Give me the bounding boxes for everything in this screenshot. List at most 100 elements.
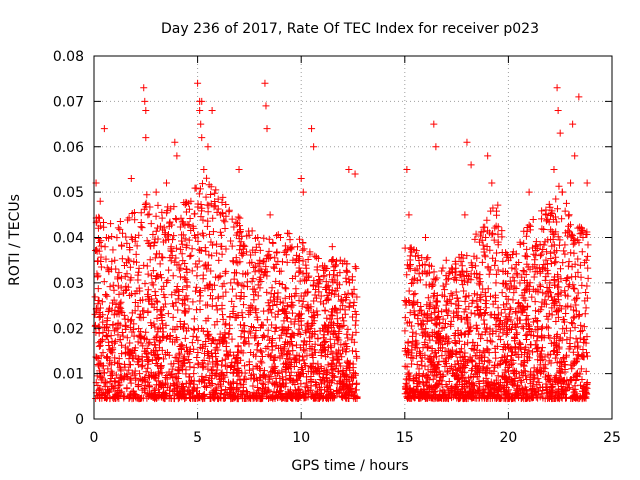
data-point <box>548 210 556 218</box>
data-point <box>476 383 484 391</box>
data-point <box>468 263 476 271</box>
data-point <box>184 356 192 364</box>
data-point <box>105 304 113 312</box>
data-point <box>468 299 476 307</box>
data-point <box>209 214 217 222</box>
data-point <box>148 322 156 330</box>
data-point <box>488 369 496 377</box>
data-point <box>403 261 411 269</box>
data-point <box>283 258 291 266</box>
data-point <box>131 216 139 224</box>
data-point <box>141 97 149 105</box>
data-point <box>271 297 279 305</box>
data-point <box>245 361 253 369</box>
data-point <box>560 360 568 368</box>
data-point <box>176 351 184 359</box>
data-point <box>176 273 184 281</box>
data-point <box>103 292 111 300</box>
data-point <box>451 268 459 276</box>
data-point <box>476 348 484 356</box>
data-point <box>482 304 490 312</box>
data-point <box>295 264 303 272</box>
data-point <box>476 310 484 318</box>
data-point <box>461 340 469 348</box>
data-point <box>274 307 282 315</box>
data-point <box>305 307 313 315</box>
data-point <box>114 273 122 281</box>
data-point <box>517 377 525 385</box>
data-point <box>162 334 170 342</box>
data-point <box>124 216 132 224</box>
data-point <box>121 363 129 371</box>
data-point <box>130 371 138 379</box>
data-point <box>435 313 443 321</box>
data-point <box>547 254 555 262</box>
data-point <box>260 380 268 388</box>
data-point <box>304 273 312 281</box>
data-point <box>322 353 330 361</box>
data-point <box>196 246 204 254</box>
y-tick-label: 0.04 <box>53 231 84 247</box>
data-point <box>329 305 337 313</box>
data-point <box>349 291 357 299</box>
data-point <box>486 229 494 237</box>
data-point <box>181 274 189 282</box>
data-point <box>130 332 138 340</box>
data-point <box>406 256 414 264</box>
data-point <box>135 355 143 363</box>
data-point <box>441 320 449 328</box>
data-point <box>342 266 350 274</box>
data-point <box>110 339 118 347</box>
data-point <box>266 336 274 344</box>
data-point <box>110 384 118 392</box>
data-point <box>559 259 567 267</box>
data-point <box>163 209 171 217</box>
data-point <box>208 349 216 357</box>
data-point <box>309 353 317 361</box>
data-point <box>550 165 558 173</box>
data-point <box>269 366 277 374</box>
data-point <box>197 120 205 128</box>
data-point <box>454 374 462 382</box>
x-tick-label: 5 <box>193 430 202 446</box>
data-point <box>513 269 521 277</box>
data-point <box>424 394 432 402</box>
data-point <box>263 125 271 133</box>
data-point <box>562 276 570 284</box>
data-point <box>204 377 212 385</box>
data-point <box>142 106 150 114</box>
data-point <box>432 143 440 151</box>
data-point <box>419 320 427 328</box>
data-point <box>421 362 429 370</box>
data-point <box>583 384 591 392</box>
data-point <box>540 241 548 249</box>
data-point <box>461 394 469 402</box>
data-point <box>136 375 144 383</box>
data-point <box>260 307 268 315</box>
data-point <box>465 356 473 364</box>
data-point <box>176 223 184 231</box>
data-point <box>490 236 498 244</box>
data-point <box>115 355 123 363</box>
data-point <box>455 302 463 310</box>
data-point <box>473 324 481 332</box>
data-point <box>181 301 189 309</box>
data-point <box>107 367 115 375</box>
data-point <box>263 272 271 280</box>
data-point <box>123 259 131 267</box>
x-axis-label: GPS time / hours <box>291 458 408 474</box>
data-point <box>427 383 435 391</box>
data-point <box>155 344 163 352</box>
data-point <box>551 354 559 362</box>
data-point <box>249 382 257 390</box>
data-point <box>345 279 353 287</box>
data-point <box>151 393 159 401</box>
data-point <box>339 302 347 310</box>
data-point <box>481 320 489 328</box>
data-point <box>266 211 274 219</box>
data-point <box>247 251 255 259</box>
data-point <box>328 360 336 368</box>
data-point <box>546 279 554 287</box>
data-point <box>483 242 491 250</box>
data-point <box>107 332 115 340</box>
